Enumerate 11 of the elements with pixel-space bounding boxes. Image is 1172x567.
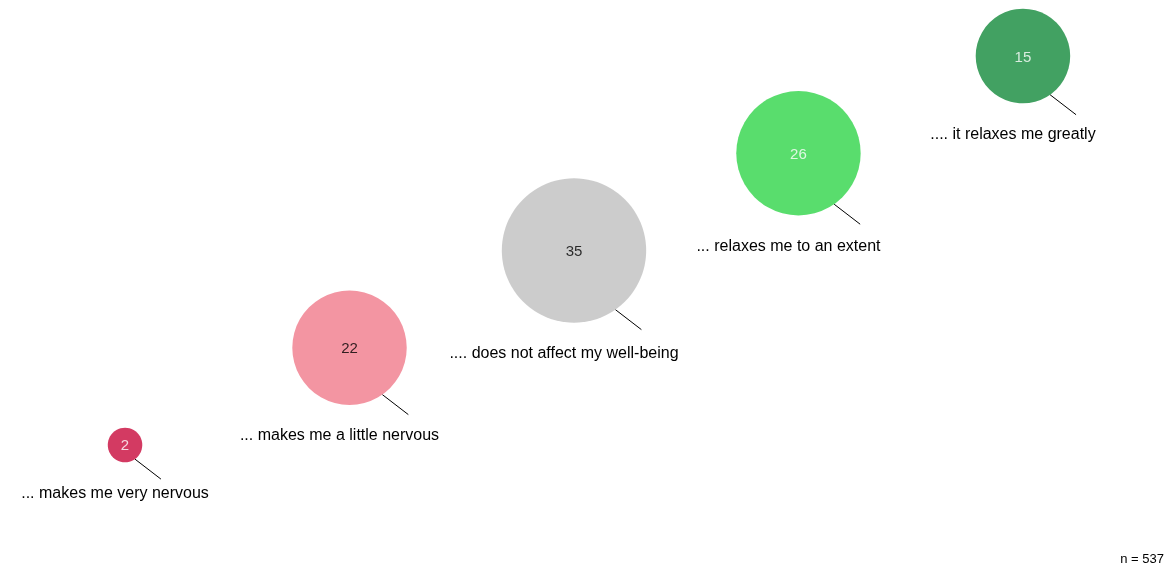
category-label: ... makes me a little nervous	[239, 426, 440, 444]
category-label: .... it relaxes me greatly	[930, 124, 1096, 142]
data-label: 22	[341, 339, 358, 357]
data-label: 2	[120, 436, 130, 454]
data-label: 26	[790, 144, 807, 162]
category-label: ... relaxes me to an extent	[696, 236, 882, 254]
category-label: .... does not affect my well-being	[449, 344, 679, 362]
text: n = 537	[1120, 551, 1165, 566]
data-label: 35	[565, 241, 583, 259]
category-label: ... makes me very nervous	[21, 483, 209, 501]
data-label: 15	[1014, 47, 1032, 65]
